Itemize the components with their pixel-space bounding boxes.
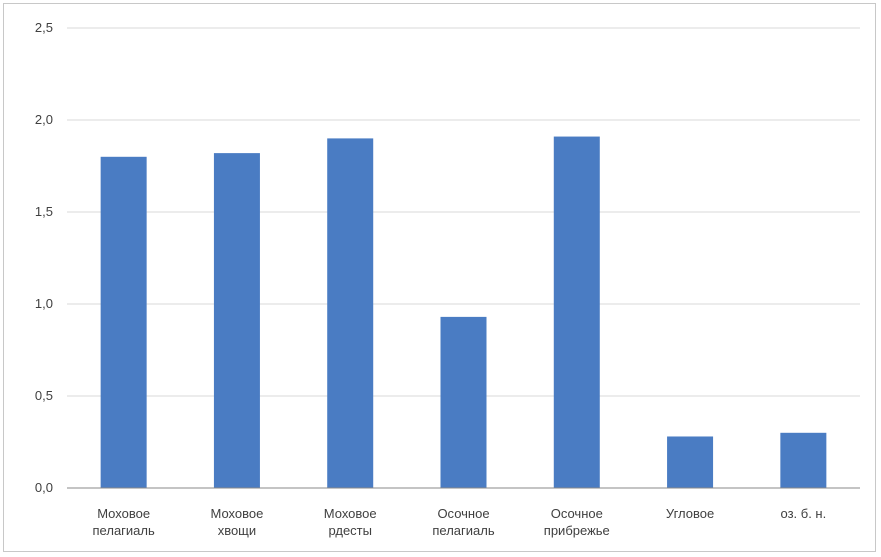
x-category-label: пелагиаль bbox=[432, 523, 494, 538]
x-category-label: Осочное bbox=[551, 506, 603, 521]
bar bbox=[667, 436, 714, 488]
x-category-label: прибрежье bbox=[544, 523, 610, 538]
y-tick-label: 1,0 bbox=[35, 296, 53, 311]
y-tick-label: 0,0 bbox=[35, 480, 53, 495]
x-category-label: хвощи bbox=[218, 523, 256, 538]
bar bbox=[440, 316, 487, 488]
y-tick-label: 1,5 bbox=[35, 204, 53, 219]
bars bbox=[100, 136, 827, 489]
x-category-label: рдесты bbox=[328, 523, 372, 538]
x-axis-labels: Моховое пелагиаль Моховое хвощи Моховое рдест… bbox=[93, 506, 827, 538]
x-category-label: Моховое bbox=[97, 506, 150, 521]
bar bbox=[327, 138, 374, 488]
y-tick-label: 0,5 bbox=[35, 388, 53, 403]
gridlines bbox=[67, 27, 860, 397]
bar bbox=[100, 156, 147, 489]
bar bbox=[553, 136, 600, 488]
x-category-label: Моховое bbox=[210, 506, 263, 521]
x-category-label: Моховое bbox=[324, 506, 377, 521]
x-category-label: Осочное bbox=[437, 506, 489, 521]
y-tick-label: 2,0 bbox=[35, 112, 53, 127]
y-axis-ticks: 0,0 0,5 1,0 1,5 2,0 2,5 bbox=[35, 20, 53, 495]
x-category-label: пелагиаль bbox=[93, 523, 155, 538]
x-category-label: Угловое bbox=[666, 506, 714, 521]
bar bbox=[213, 153, 260, 488]
bar bbox=[780, 432, 827, 488]
x-category-label: оз. б. н. bbox=[780, 506, 826, 521]
y-tick-label: 2,5 bbox=[35, 20, 53, 35]
chart-frame bbox=[3, 3, 876, 552]
